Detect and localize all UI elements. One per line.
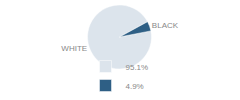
svg-text:BLACK: BLACK: [152, 21, 179, 30]
svg-text:95.1%: 95.1%: [126, 63, 149, 72]
svg-text:4.9%: 4.9%: [126, 82, 144, 91]
svg-text:WHITE: WHITE: [61, 44, 87, 53]
